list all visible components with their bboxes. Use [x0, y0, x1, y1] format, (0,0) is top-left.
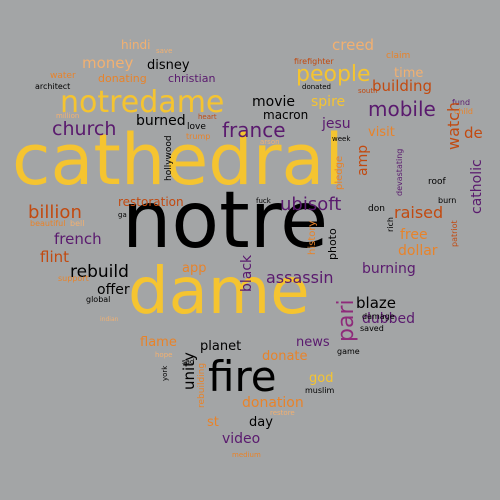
word-jesu: jesu [322, 116, 351, 132]
word-hollywood: hollywood [164, 135, 174, 181]
word-save: save [156, 47, 173, 55]
word-planet: planet [200, 339, 242, 354]
word-spire: spire [311, 94, 346, 110]
word-water: water [50, 71, 76, 81]
word-support: support [58, 274, 89, 283]
word-photo: photo [326, 228, 339, 260]
word-muslim: muslim [305, 386, 335, 395]
word-patriot: patriot [450, 220, 459, 247]
word-mobile: mobile [368, 97, 436, 121]
word-rebuilding: rebuilding [197, 362, 207, 408]
word-dame: dame [128, 255, 310, 329]
word-restoration: restoration [118, 195, 184, 209]
word-app: app [182, 261, 207, 276]
word-burned: burned [136, 113, 186, 129]
word-donate: donate [262, 349, 308, 364]
word-donated: donated [302, 83, 331, 91]
word-medium: medium [232, 451, 261, 459]
word-saved: saved [360, 324, 384, 333]
word-notre: notre [122, 176, 329, 266]
word-day: day [249, 415, 273, 430]
word-dollar: dollar [398, 243, 438, 259]
word-pledge: pledge [334, 155, 345, 190]
word-france: france [222, 118, 286, 142]
word-south: south [358, 87, 378, 95]
word-watch: watch [444, 101, 463, 150]
word-york: york [161, 365, 169, 381]
word-billion: billion [28, 202, 82, 223]
word-trump: trump [186, 132, 211, 141]
word-god: god [309, 371, 334, 386]
word-raised: raised [394, 203, 444, 222]
word-beautiful: beautiful [30, 219, 66, 228]
word-time: time [394, 66, 424, 81]
word-donation: donation [242, 395, 304, 411]
word-don: don [368, 204, 385, 214]
word-rich: rich [386, 217, 395, 232]
word-rebuild: rebuild [70, 262, 129, 282]
word-people: people [296, 62, 371, 87]
word-movie: movie [252, 94, 295, 110]
word-fuck: fuck [256, 197, 271, 205]
word-sad: sad [182, 358, 195, 366]
word-st: st [207, 415, 219, 430]
word-flame: flame [140, 335, 177, 350]
word-fund: fund [452, 98, 471, 107]
word-damage: damage [362, 312, 395, 321]
word-macron: macron [263, 108, 309, 122]
word-cathedral: cathedral [12, 119, 344, 201]
word-million: million [56, 112, 80, 120]
word-burn: burn [438, 196, 457, 205]
word-history: history [307, 220, 318, 255]
word-child: child [454, 107, 473, 116]
word-free: free [400, 227, 428, 243]
word-paris: pari [334, 299, 359, 342]
word-restore: restore [270, 409, 295, 417]
word-visit: visit [368, 125, 395, 140]
word-global: global [86, 295, 111, 304]
word-money: money [82, 54, 134, 72]
word-arson: arson [260, 138, 280, 146]
word-notredame: notredame [60, 85, 225, 120]
word-donating: donating [98, 72, 147, 85]
word-bell: bell [70, 219, 85, 228]
word-claim: claim [386, 51, 411, 61]
word-news: news [296, 335, 330, 350]
word-christian: christian [168, 72, 216, 85]
word-roof: roof [428, 177, 446, 187]
word-hope: hope [155, 351, 173, 359]
word-french: french [54, 230, 102, 248]
word-architect: architect [35, 82, 71, 91]
word-fire: fire [208, 352, 277, 401]
word-dubbed: dubbed [362, 311, 416, 327]
word-blaze: blaze [356, 294, 396, 312]
word-creed: creed [332, 36, 375, 54]
word-video: video [222, 431, 261, 447]
word-hindi: hindi [121, 38, 151, 52]
word-devastating: devastating [395, 148, 404, 196]
word-assassin: assassin [266, 268, 334, 287]
word-game: game [337, 347, 360, 356]
word-catholic: catholic [469, 159, 485, 214]
word-burning: burning [362, 261, 416, 277]
word-de: de [464, 124, 483, 142]
word-amp: amp [355, 144, 371, 176]
word-flint: flint [40, 248, 70, 266]
word-disney: disney [147, 58, 190, 73]
word-heart: heart [198, 113, 217, 121]
word-love: love [187, 122, 206, 132]
word-ubisoft: ubisoft [280, 194, 342, 215]
word-indian: indian [100, 316, 119, 323]
word-building: building [372, 77, 433, 95]
word-firefighter: firefighter [294, 57, 334, 66]
word-offer: offer [97, 282, 130, 298]
word-week: week [332, 135, 351, 143]
word-black: black [239, 254, 255, 292]
word-church: church [52, 118, 117, 140]
word-ga: ga [118, 211, 127, 219]
